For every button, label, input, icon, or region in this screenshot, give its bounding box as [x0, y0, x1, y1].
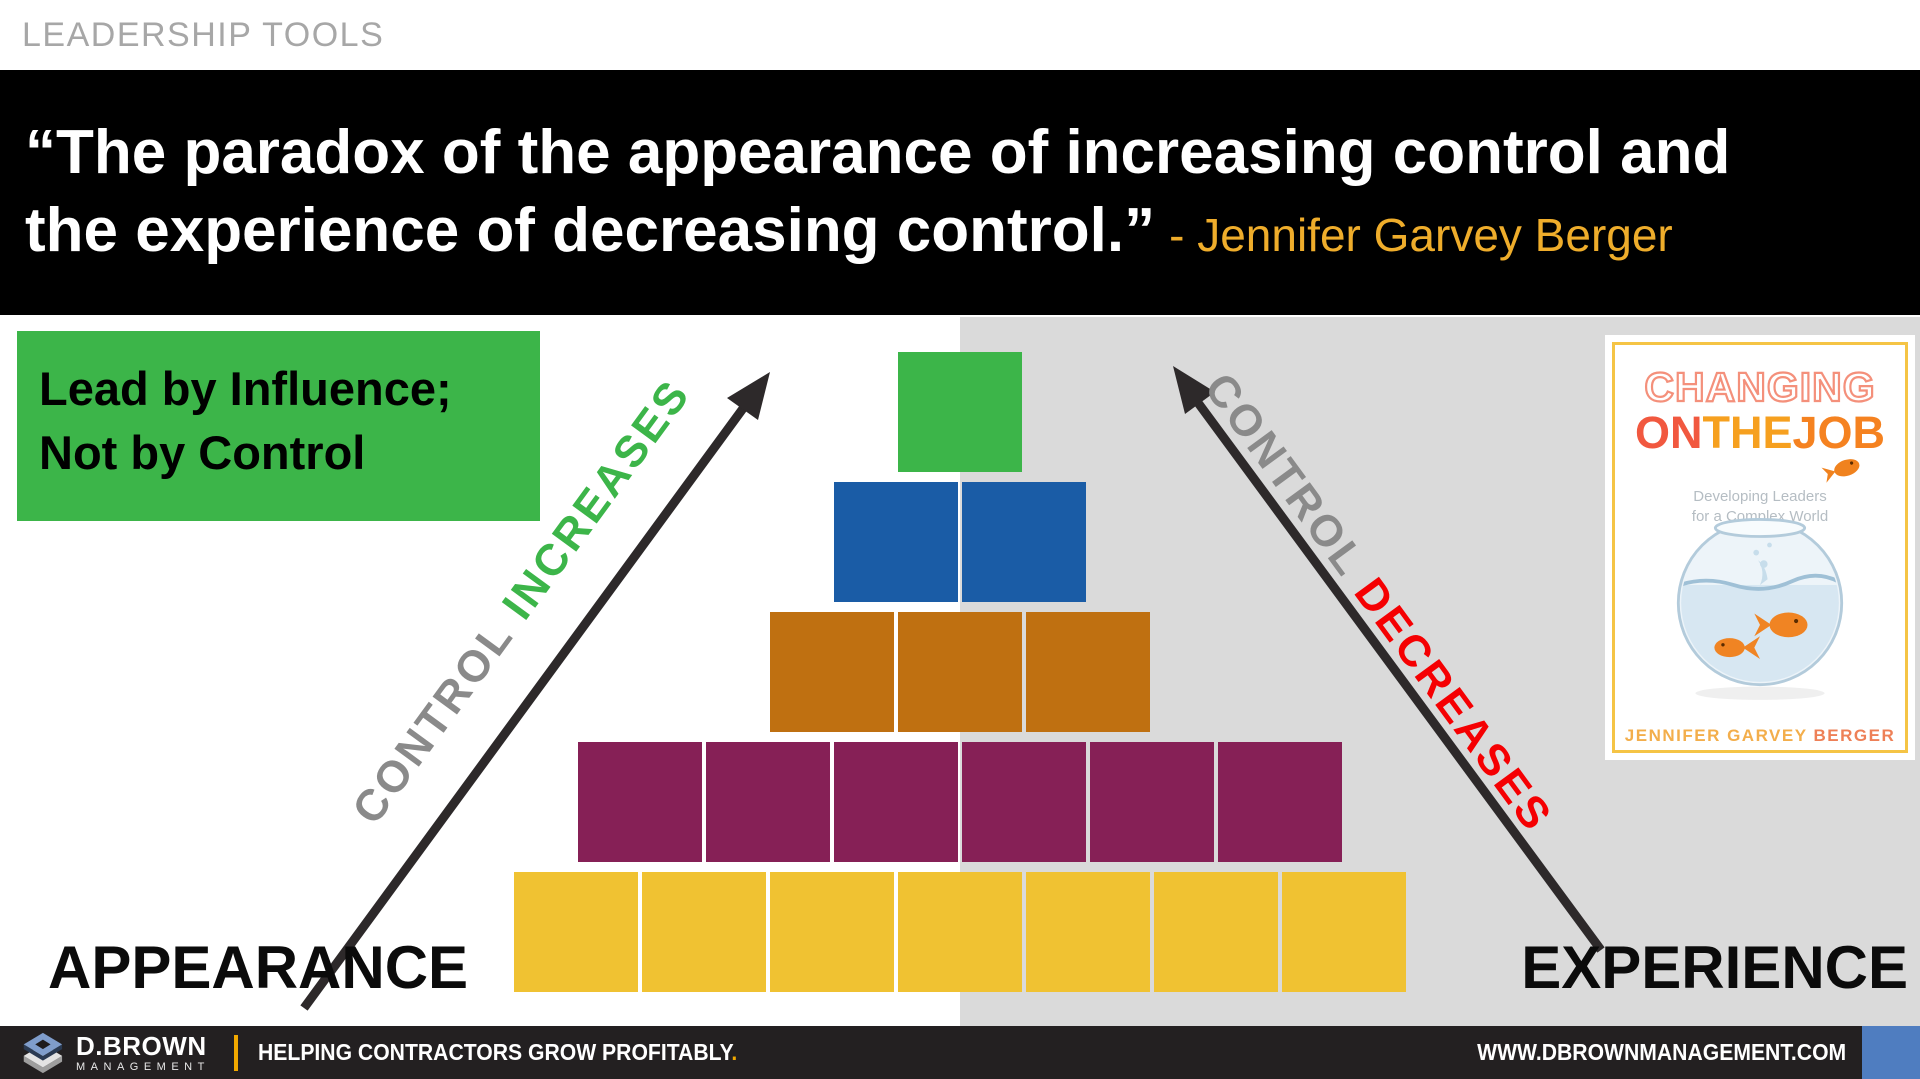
pyramid-row-top: [0, 352, 1920, 472]
pyramid-block: [898, 872, 1022, 992]
book-title-line-1: CHANGING: [1643, 364, 1876, 410]
book-subtitle: Developing Leaders for a Complex World: [1605, 487, 1915, 527]
book-frame: [1612, 342, 1908, 753]
jumping-goldfish-icon: [1821, 459, 1860, 483]
book-subtitle-line-1: Developing Leaders: [1693, 488, 1827, 505]
book-subtitle-line-2: for a Complex World: [1691, 508, 1829, 525]
fishbowl-illustration: [1676, 517, 1844, 700]
pyramid-block: [642, 872, 766, 992]
pyramid-block: [898, 612, 1022, 732]
book-title-segment: THE: [1702, 407, 1793, 458]
brand-name: D.BROWN: [76, 1030, 207, 1061]
pyramid-block: [1090, 742, 1214, 862]
pyramid-block: [770, 872, 894, 992]
pyramid-row-third: [0, 612, 1920, 732]
control-decreases-arrow: [1173, 366, 1605, 953]
tagline-period: .: [731, 1039, 738, 1065]
goldfish-right: [1754, 612, 1808, 638]
brand-subname: MANAGEMENT: [76, 1060, 210, 1073]
book-author-last: BERGER: [1813, 726, 1896, 745]
pyramid-block: [578, 742, 702, 862]
dbrown-logo-icon: [23, 1032, 63, 1073]
appearance-label: APPEARANCE: [48, 934, 469, 1001]
top-strip: LEADERSHIP TOOLS: [0, 0, 1920, 70]
quote-line-2-text: the experience of decreasing control.”: [25, 196, 1156, 265]
footer-bar: D.BROWN MANAGEMENT HELPING CONTRACTORS G…: [0, 1026, 1920, 1079]
footer-tagline: HELPING CONTRACTORS GROW PROFITABLY.: [258, 1039, 737, 1066]
footer-website: WWW.DBROWNMANAGEMENT.COM: [1476, 1039, 1846, 1065]
pyramid-row-fourth: [0, 742, 1920, 862]
footer-blue-square: [1862, 1026, 1920, 1079]
quote-line-2: the experience of decreasing control.” - …: [25, 192, 1895, 274]
pyramid-block: [1218, 742, 1342, 862]
book-author-first: JENNIFER GARVEY: [1624, 726, 1814, 745]
pyramid-block: [514, 872, 638, 992]
pyramid-block: [834, 482, 958, 602]
pyramid-block: [706, 742, 830, 862]
pyramid-block: [834, 742, 958, 862]
pyramid-row-second: [0, 482, 1920, 602]
arrows-layer: [300, 366, 1605, 1011]
callout-line-1: Lead by Influence;: [39, 362, 452, 415]
quote-line-1: “The paradox of the appearance of increa…: [25, 118, 1731, 187]
book-cover: CHANGING ONTHEJOB Developing Leaders for…: [1605, 335, 1915, 760]
pyramid-block: [1282, 872, 1406, 992]
pyramid-row-base: [0, 872, 1920, 992]
pyramid-block: [962, 742, 1086, 862]
experience-label: EXPERIENCE: [1521, 934, 1908, 1001]
tagline-text: HELPING CONTRACTORS GROW PROFITABLY: [257, 1039, 732, 1065]
pyramid-block: [1026, 872, 1150, 992]
pyramid-block: [1026, 612, 1150, 732]
pyramid-block: [962, 482, 1086, 602]
pyramid-block: [898, 352, 1022, 472]
control-increases-arrow: [300, 372, 770, 1011]
dbrown-wordmark: D.BROWN MANAGEMENT: [76, 1033, 210, 1073]
control-pyramid: [0, 315, 1920, 1026]
quote-band: “The paradox of the appearance of increa…: [0, 70, 1920, 315]
pyramid-block: [1154, 872, 1278, 992]
book-title-segment: ON: [1634, 407, 1703, 458]
book-title-segment: JOB: [1792, 407, 1886, 458]
page-title: LEADERSHIP TOOLS: [22, 16, 385, 54]
goldfish-left: [1714, 636, 1760, 660]
diagram-area: Lead by Influence; Not by Control CONTRO…: [0, 315, 1920, 1026]
quote-attribution: - Jennifer Garvey Berger: [1169, 209, 1673, 261]
pyramid-block: [770, 612, 894, 732]
book-title-line-2: ONTHEJOB: [1605, 409, 1915, 457]
lead-by-influence-callout: Lead by Influence; Not by Control: [17, 331, 540, 521]
book-author: JENNIFER GARVEY BERGER: [1605, 726, 1915, 746]
callout-line-2: Not by Control: [39, 426, 366, 479]
footer-divider: [233, 1034, 238, 1071]
